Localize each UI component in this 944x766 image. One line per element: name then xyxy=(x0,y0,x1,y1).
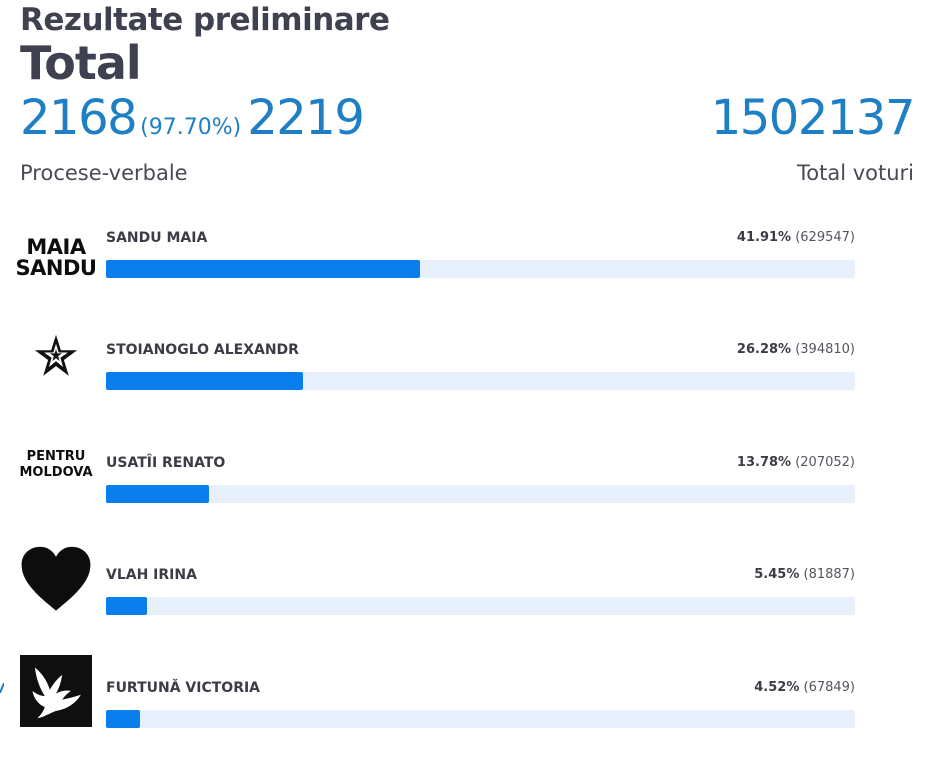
candidate-row-vlah: VLAH IRINA 5.45% (81887) xyxy=(0,546,944,634)
logo-text-line: MOLDOVA xyxy=(19,465,93,480)
total-votes-count: 1502137 xyxy=(710,90,916,146)
candidate-result: 13.78% (207052) xyxy=(737,455,855,470)
candidate-result: 41.91% (629547) xyxy=(737,230,855,245)
total-reports: 2219 xyxy=(247,90,365,146)
candidate-row-usatii: PENTRU MOLDOVA USATÎI RENATO 13.78% (207… xyxy=(0,447,944,522)
candidate-name: SANDU MAIA xyxy=(106,230,208,246)
candidate-percent: 5.45% xyxy=(754,567,800,582)
result-bar-track xyxy=(106,710,855,728)
candidate-result: 26.28% (394810) xyxy=(737,342,855,357)
processed-counts: 2168 (97.70%) 2219 xyxy=(20,90,365,146)
candidate-votes: (81887) xyxy=(803,567,856,582)
logo-text-line: SANDU xyxy=(15,256,97,280)
candidate-name: FURTUNĂ VICTORIA xyxy=(106,680,261,696)
candidate-votes: (394810) xyxy=(795,342,855,357)
candidate-votes: (629547) xyxy=(795,230,855,245)
logo-text-line: MAIA xyxy=(26,235,86,259)
candidate-row-stoianoglo: STOIANOGLO ALEXANDR 26.28% (394810) xyxy=(0,334,944,409)
maia-sandu-logo: MAIA SANDU xyxy=(16,222,97,294)
result-bar-fill xyxy=(106,710,140,728)
result-bar-track xyxy=(106,372,855,390)
result-bar-fill xyxy=(106,260,420,278)
candidate-percent: 26.28% xyxy=(736,342,792,357)
candidate-row-sandu: MAIA SANDU SANDU MAIA 41.91% (629547) xyxy=(0,222,944,297)
result-bar-fill xyxy=(106,597,147,615)
candidate-row-furtuna: FURTUNĂ VICTORIA 4.52% (67849) xyxy=(0,655,944,747)
candidate-votes: (207052) xyxy=(795,455,855,470)
results-scope: Total xyxy=(20,36,142,90)
candidate-name: VLAH IRINA xyxy=(106,567,197,583)
candidate-name: STOIANOGLO ALEXANDR xyxy=(106,342,299,358)
candidate-percent: 4.52% xyxy=(754,680,800,695)
result-bar-track xyxy=(106,485,855,503)
candidate-percent: 13.78% xyxy=(736,455,792,470)
candidate-name: USATÎI RENATO xyxy=(106,455,226,471)
candidate-votes: (67849) xyxy=(803,680,856,695)
votes-label: Total voturi xyxy=(796,161,914,185)
logo-text-line: PENTRU xyxy=(26,448,86,464)
result-bar-track xyxy=(106,597,855,615)
result-bar-fill xyxy=(106,485,210,503)
pentru-moldova-logo: PENTRU MOLDOVA xyxy=(19,439,93,491)
edge-mark-icon xyxy=(0,683,4,693)
processed-count: 2168 xyxy=(20,90,138,146)
candidate-percent: 41.91% xyxy=(736,230,792,245)
result-bar-track xyxy=(106,260,855,278)
candidate-result: 4.52% (67849) xyxy=(754,680,855,695)
dove-icon xyxy=(20,655,92,727)
result-bar-fill xyxy=(106,372,303,390)
star-icon xyxy=(20,321,92,391)
reports-label: Procese-verbale xyxy=(20,161,188,185)
results-title: Rezultate preliminare xyxy=(20,2,390,38)
heart-icon xyxy=(20,545,92,613)
processed-percent: (97.70%) xyxy=(140,115,242,140)
candidate-result: 5.45% (81887) xyxy=(754,567,855,582)
